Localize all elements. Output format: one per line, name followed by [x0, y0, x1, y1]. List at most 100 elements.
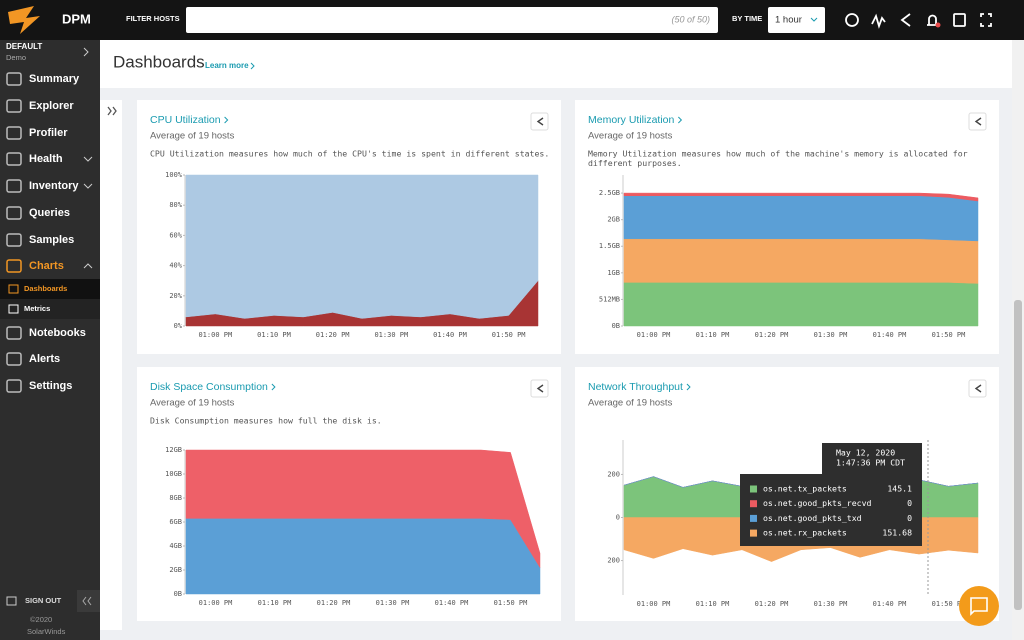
tooltip-subtitle: 1:47:36 PM CDT [836, 458, 905, 468]
company: SolarWinds [27, 627, 66, 636]
refresh-icon[interactable] [845, 13, 859, 27]
org-sub: Demo [6, 53, 26, 62]
nav-icon [6, 152, 22, 166]
nav-chevron [83, 263, 93, 269]
y-tick-label: 0 [616, 514, 620, 522]
share-button[interactable] [968, 112, 987, 131]
expand-icon[interactable] [107, 106, 117, 116]
nav-icon [6, 259, 22, 273]
pulse-icon[interactable] [871, 13, 886, 29]
select-chevron [810, 17, 818, 22]
share-icon [974, 384, 982, 393]
panel-title[interactable]: Memory Utilization [588, 114, 675, 126]
y-tick-label: 2GB [169, 566, 182, 574]
x-tick-label: 01:50 PM [492, 331, 526, 339]
nav-icon [6, 72, 22, 86]
tooltip-swatch [750, 529, 757, 537]
org-name: DEFAULT [6, 42, 42, 51]
subnav-bg [0, 299, 100, 319]
page-title: Dashboards [113, 52, 205, 71]
subnav-bg [0, 279, 100, 299]
nav-item[interactable]: Summary [29, 73, 80, 85]
x-tick-label: 01:00 PM [198, 331, 232, 339]
nav-item[interactable]: Explorer [29, 100, 74, 112]
sign-out[interactable]: SIGN OUT [25, 596, 62, 605]
filter-input[interactable] [186, 7, 718, 33]
x-tick-label: 01:20 PM [755, 600, 789, 608]
nav-item[interactable]: Samples [29, 234, 74, 246]
x-tick-label: 01:10 PM [696, 600, 730, 608]
tooltip-series: os.net.good_pkts_recvd [763, 498, 872, 508]
org-chevron[interactable] [83, 47, 89, 57]
y-tick-label: 6GB [169, 518, 182, 526]
help-icon[interactable] [953, 13, 966, 27]
nav-item[interactable]: Notebooks [29, 327, 86, 339]
nav-icon [6, 126, 22, 140]
x-tick-label: 01:10 PM [258, 599, 292, 607]
y-tick-label: 1.5GB [599, 242, 620, 250]
tooltip-series: os.net.good_pkts_txd [763, 513, 862, 523]
share-button[interactable] [530, 379, 549, 398]
nav-item[interactable]: Profiler [29, 127, 68, 139]
y-tick-label: 20% [169, 292, 182, 300]
panel-title[interactable]: Disk Space Consumption [150, 381, 268, 393]
nav-item[interactable]: Queries [29, 207, 70, 219]
y-tick-label: 100% [165, 171, 183, 179]
y-tick-label: 10GB [165, 470, 182, 478]
y-tick-label: 12GB [165, 446, 182, 454]
scrollbar-thumb[interactable] [1014, 300, 1022, 610]
nav-item[interactable]: Inventory [29, 180, 79, 192]
x-tick-label: 01:40 PM [873, 600, 907, 608]
panel-title[interactable]: Network Throughput [588, 381, 683, 393]
sidebar [0, 40, 100, 640]
y-tick-label: 200 [607, 470, 620, 478]
chat-button[interactable] [959, 586, 999, 626]
share-icon [536, 384, 544, 393]
time-select[interactable] [768, 7, 825, 33]
nav-icon [6, 352, 22, 366]
nav-item[interactable]: Health [29, 153, 63, 165]
tooltip-title: May 12, 2020 [836, 448, 895, 458]
y-tick-label: 1GB [607, 269, 620, 277]
filter-label: FILTER HOSTS [126, 14, 180, 23]
share-button[interactable] [968, 379, 987, 398]
tooltip-value: 145.1 [887, 484, 912, 494]
share-button[interactable] [530, 112, 549, 131]
panel-description: CPU Utilization measures how much of the… [150, 149, 549, 159]
panel-description: Memory Utilization measures how much of … [588, 149, 968, 159]
subnav-item[interactable]: Dashboards [24, 284, 67, 293]
x-tick-label: 01:50 PM [494, 599, 528, 607]
logo [8, 6, 40, 34]
copyright: ©2020 [30, 615, 52, 624]
panel-subtitle: Average of 19 hosts [588, 131, 673, 142]
panels: Summary Explorer Profiler Health Inventory Qu… [0, 72, 999, 621]
subnav-item[interactable]: Metrics [24, 304, 50, 313]
x-tick-label: 01:00 PM [637, 331, 671, 339]
y-tick-label: 8GB [169, 494, 182, 502]
nav-icon [6, 206, 22, 220]
nav-item[interactable]: Settings [29, 380, 72, 392]
y-tick-label: 512MB [599, 295, 620, 303]
nav-item[interactable]: Charts [29, 260, 64, 272]
y-tick-label: 2.5GB [599, 189, 620, 197]
x-tick-label: 01:30 PM [376, 599, 410, 607]
x-tick-label: 01:40 PM [435, 599, 469, 607]
title-chevron [686, 383, 691, 391]
tooltip-series: os.net.rx_packets [763, 528, 847, 538]
brand: DPM [62, 11, 91, 26]
panel-title[interactable]: CPU Utilization [150, 114, 221, 126]
time-value: 1 hour [775, 15, 802, 26]
share-icon[interactable] [900, 13, 911, 27]
title-chevron [271, 383, 276, 391]
panel-subtitle: Average of 19 hosts [150, 131, 235, 142]
nav-item[interactable]: Alerts [29, 353, 60, 365]
area [623, 282, 979, 327]
title-chevron [224, 116, 229, 124]
tooltip-header [822, 443, 922, 475]
panel-description: different purposes. [588, 158, 682, 168]
fullscreen-icon[interactable] [980, 13, 992, 27]
learn-more[interactable]: Learn more [205, 61, 249, 70]
nav-icon [6, 179, 22, 193]
